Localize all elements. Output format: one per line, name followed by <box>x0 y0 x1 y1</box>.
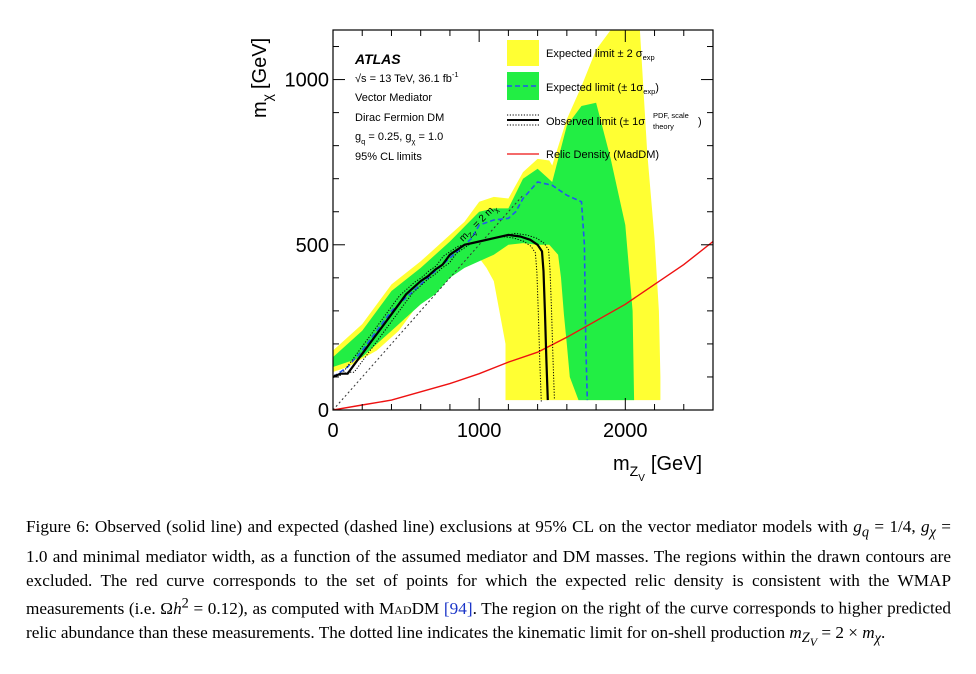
bands-layer <box>333 30 661 401</box>
figure-caption: Figure 6: Observed (solid line) and expe… <box>26 515 951 654</box>
observed-theory-up <box>333 235 542 402</box>
citation-link[interactable]: [94] <box>443 598 473 618</box>
caption-line-4: density is consistent with the WMAP meas… <box>26 570 952 618</box>
legend-label-relic: Relic Density (MadDM) <box>546 149 659 161</box>
atlas-label: ATLAS <box>354 51 401 67</box>
tick-layer: 0 1000 2000 0 500 1000 <box>285 30 714 442</box>
limit-plot: 0 1000 2000 0 500 1000 ATLAS √s = 13 TeV, 36.… <box>249 29 714 484</box>
lines-layer <box>333 181 713 410</box>
y-tick-label: 0 <box>318 400 329 422</box>
plot-frame <box>332 29 714 411</box>
x-tick-label: 0 <box>327 420 338 442</box>
atlas-energy: √s = 13 TeV, 36.1 fb-1 <box>355 70 459 85</box>
caption-line-5: on the right of the curve corresponds to… <box>26 598 952 642</box>
y-tick-label: 1000 <box>285 70 330 92</box>
caption-line-2: gq = 1/4, gχ = 1.0 and minimal mediator … <box>26 517 951 567</box>
observed-line <box>333 233 549 401</box>
legend: Expected limit ± 2 σexp Expected limit (… <box>507 40 702 161</box>
y-tick-label: 500 <box>296 235 329 257</box>
expected-line <box>333 181 589 401</box>
legend-label-1sigma: Expected limit (± 1σexp) <box>546 82 659 96</box>
observed-theory-down <box>339 232 555 399</box>
atlas-couplings: gq = 0.25, gχ = 1.0 <box>355 131 443 146</box>
x-tick-label: 1000 <box>457 420 502 442</box>
legend-label-2sigma: Expected limit ± 2 σexp <box>546 48 655 62</box>
kinematic-line <box>333 194 524 410</box>
caption-line-1: Figure 6: Observed (solid line) and expe… <box>26 517 848 536</box>
atlas-cl: 95% CL limits <box>355 151 422 163</box>
legend-swatch-2sigma <box>507 40 539 66</box>
x-axis-title: mZV[GeV] <box>613 453 702 484</box>
caption-line-3: within the drawn contours are excluded. … <box>26 547 951 590</box>
maddm-name: MadDM <box>378 598 440 618</box>
legend-label-observed: Observed limit (± 1σPDF, scale theory) <box>546 111 702 131</box>
caption-line-6: indicates the kinematic limit for on-she… <box>427 622 886 649</box>
relic-curve <box>333 240 713 410</box>
y-axis-title: mχ[GeV] <box>249 38 275 118</box>
band-1sigma <box>333 102 635 401</box>
atlas-dm: Dirac Fermion DM <box>355 112 444 124</box>
atlas-mediator: Vector Mediator <box>355 92 432 104</box>
x-tick-label: 2000 <box>603 420 648 442</box>
